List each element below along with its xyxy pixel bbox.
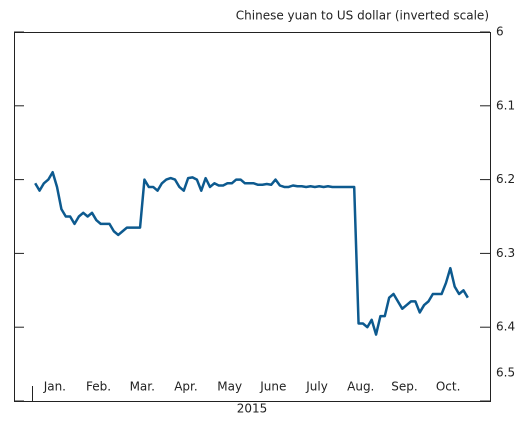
y-tick-label: 6.4 <box>496 320 515 334</box>
x-tick-label: May <box>217 380 242 394</box>
x-tick-label: June <box>259 380 286 394</box>
y-tick-label: 6 <box>496 25 504 39</box>
y-tick-label: 6.5 <box>496 366 515 380</box>
x-tick-label: Aug. <box>347 380 374 394</box>
x-tick-label: Sep. <box>391 380 417 394</box>
x-axis-label: 2015 <box>237 402 268 416</box>
x-tick-label: July <box>305 380 328 394</box>
series-line <box>34 170 469 336</box>
x-tick-label: Mar. <box>130 380 155 394</box>
chart-title: Chinese yuan to US dollar (inverted scal… <box>236 9 489 23</box>
y-tick-label: 6.1 <box>496 98 515 112</box>
x-tick-label: Apr. <box>174 380 197 394</box>
plot-frame <box>14 32 491 402</box>
x-tick-label: Oct. <box>436 380 461 394</box>
y-tick-label: 6.2 <box>496 172 515 186</box>
x-tick-label: Jan. <box>43 380 66 394</box>
y-tick-label: 6.3 <box>496 246 515 260</box>
x-tick-label: Feb. <box>86 380 111 394</box>
